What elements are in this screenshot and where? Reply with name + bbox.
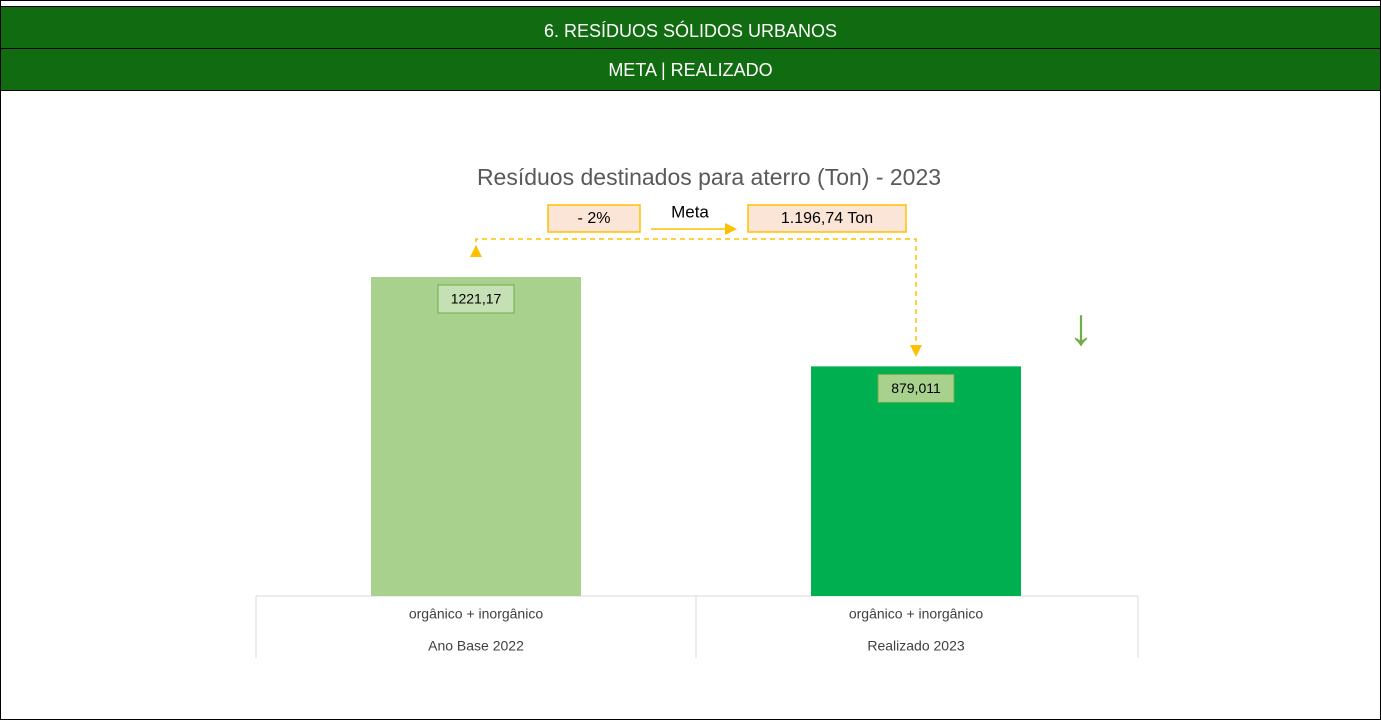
down-arrow-icon: ↓ xyxy=(1068,299,1094,357)
target-box xyxy=(747,204,907,233)
header-subtitle: META | REALIZADO xyxy=(1,49,1380,91)
series-label: orgânico + inorgânico xyxy=(849,606,983,622)
bar xyxy=(371,277,581,596)
value-label-box xyxy=(437,284,515,314)
value-label: 1221,17 xyxy=(451,291,502,307)
value-label: 879,011 xyxy=(891,380,941,396)
chart-title: Resíduos destinados para aterro (Ton) - … xyxy=(477,164,941,190)
target-label: 1.196,74 Ton xyxy=(781,210,873,227)
dashed-connector xyxy=(470,238,922,357)
meta-label: Meta xyxy=(671,202,709,221)
x-tick-label: Ano Base 2022 xyxy=(428,638,524,654)
reduction-box xyxy=(547,204,641,233)
x-tick-label: Realizado 2023 xyxy=(867,638,965,654)
bar xyxy=(811,366,1021,596)
reduction-label: - 2% xyxy=(578,210,611,227)
series-label: orgânico + inorgânico xyxy=(409,606,543,622)
header-title: 6. RESÍDUOS SÓLIDOS URBANOS xyxy=(1,6,1380,49)
value-label-box xyxy=(877,373,955,403)
